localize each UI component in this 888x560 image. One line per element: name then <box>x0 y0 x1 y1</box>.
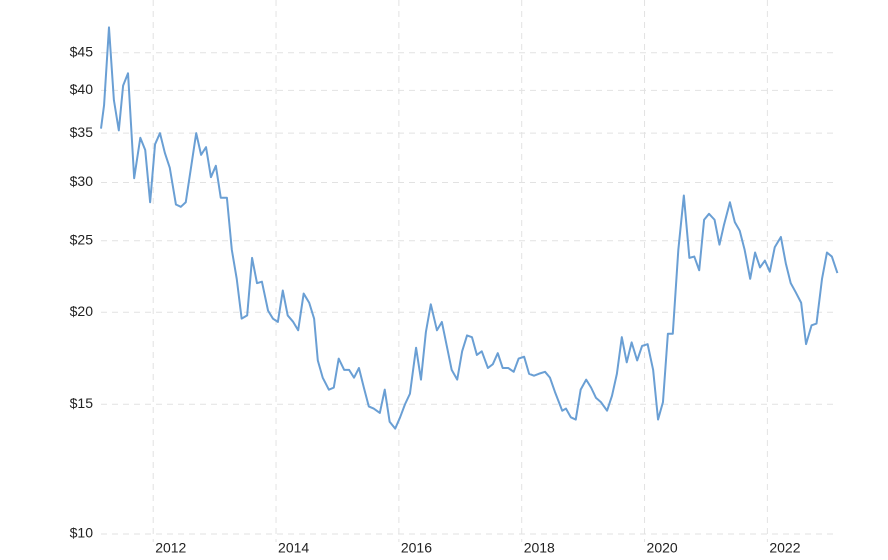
x-tick-label: 2014 <box>278 540 309 556</box>
price-line <box>100 26 839 430</box>
y-tick-label: $40 <box>70 81 94 97</box>
x-tick-label: 2018 <box>524 540 555 556</box>
y-tick-label: $30 <box>70 173 94 189</box>
x-tick-label: 2020 <box>647 540 678 556</box>
y-tick-label: $45 <box>70 43 94 59</box>
x-tick-label: 2016 <box>401 540 432 556</box>
y-tick-label: $35 <box>70 124 94 140</box>
y-tick-label: $20 <box>70 303 94 319</box>
y-tick-label: $25 <box>70 232 94 248</box>
x-tick-label: 2012 <box>155 540 186 556</box>
x-tick-label: 2022 <box>769 540 800 556</box>
y-tick-label: $10 <box>70 525 94 541</box>
y-tick-label: $15 <box>70 395 94 411</box>
